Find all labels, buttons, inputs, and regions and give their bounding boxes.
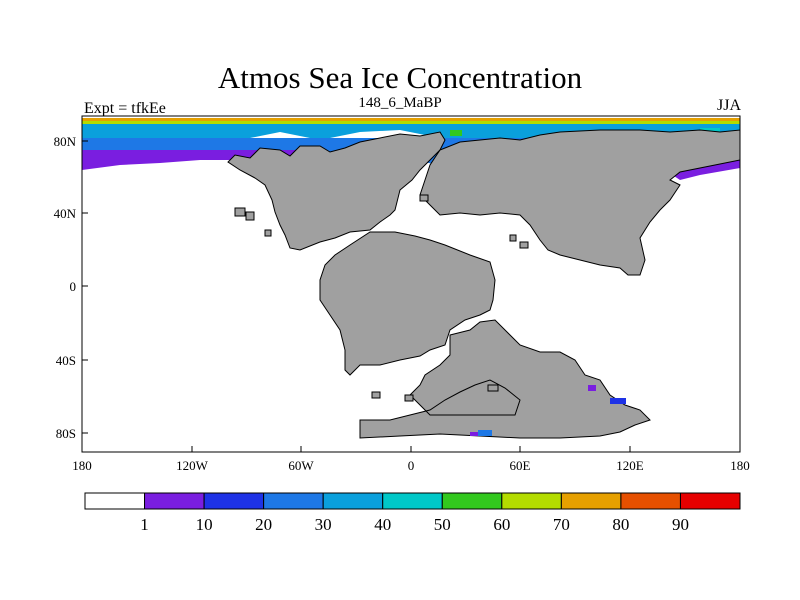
colorbar-swatch: [84, 492, 146, 510]
antarctic-sea-ice: [470, 385, 626, 436]
colorbar-swatch: [203, 492, 265, 510]
map-plot-area: [81, 115, 741, 453]
colorbar-swatch: [679, 492, 741, 510]
colorbar-level-label: 70: [553, 515, 570, 534]
colorbar-level-label: 90: [672, 515, 689, 534]
lon-label: 180: [730, 458, 750, 473]
eurasia-land: [419, 129, 741, 276]
southern-continent-land: [359, 319, 651, 439]
colorbar-swatch: [501, 492, 562, 510]
colorbar-swatch: [322, 492, 384, 510]
colorbar-level-label: 80: [612, 515, 629, 534]
land-masses: [227, 129, 741, 439]
colorbar-swatch: [144, 492, 205, 510]
colorbar-swatch: [560, 492, 622, 510]
central-continent-land: [319, 231, 496, 376]
latitude-labels: 80N 40N 0 40S 80S: [54, 134, 77, 441]
colorbar-level-label: 30: [315, 515, 332, 534]
lon-label: 60W: [288, 458, 314, 473]
plot-title: Atmos Sea Ice Concentration: [217, 60, 583, 95]
colorbar-level-label: 1: [140, 515, 149, 534]
colorbar-swatch: [263, 492, 324, 510]
lon-label: 60E: [510, 458, 531, 473]
lat-label: 80S: [56, 426, 76, 441]
colorbar-level-label: 60: [493, 515, 510, 534]
lon-label: 120E: [616, 458, 644, 473]
longitude-labels: 180 120W 60W 0 60E 120E 180: [72, 458, 750, 473]
lon-label: 0: [408, 458, 415, 473]
colorbar: 1 10 20 30 40 50 60 70 80 90: [84, 492, 741, 534]
colorbar-swatch: [441, 492, 503, 510]
tick-marks: [81, 140, 741, 452]
lon-label: 180: [72, 458, 92, 473]
colorbar-level-label: 40: [374, 515, 391, 534]
period-label: 148_6_MaBP: [358, 95, 442, 111]
lat-label: 40S: [56, 353, 76, 368]
north-america-land: [227, 131, 446, 251]
season-label: JJA: [716, 97, 741, 114]
colorbar-level-label: 10: [196, 515, 213, 534]
lat-label: 80N: [54, 134, 77, 149]
colorbar-swatch: [382, 492, 443, 510]
colorbar-level-label: 20: [255, 515, 272, 534]
lat-label: 0: [70, 279, 77, 294]
colorbar-swatch: [620, 492, 681, 510]
lat-label: 40N: [54, 206, 77, 221]
colorbar-level-label: 50: [434, 515, 451, 534]
lon-label: 120W: [176, 458, 209, 473]
experiment-label: Expt = tfkEe: [84, 100, 166, 117]
